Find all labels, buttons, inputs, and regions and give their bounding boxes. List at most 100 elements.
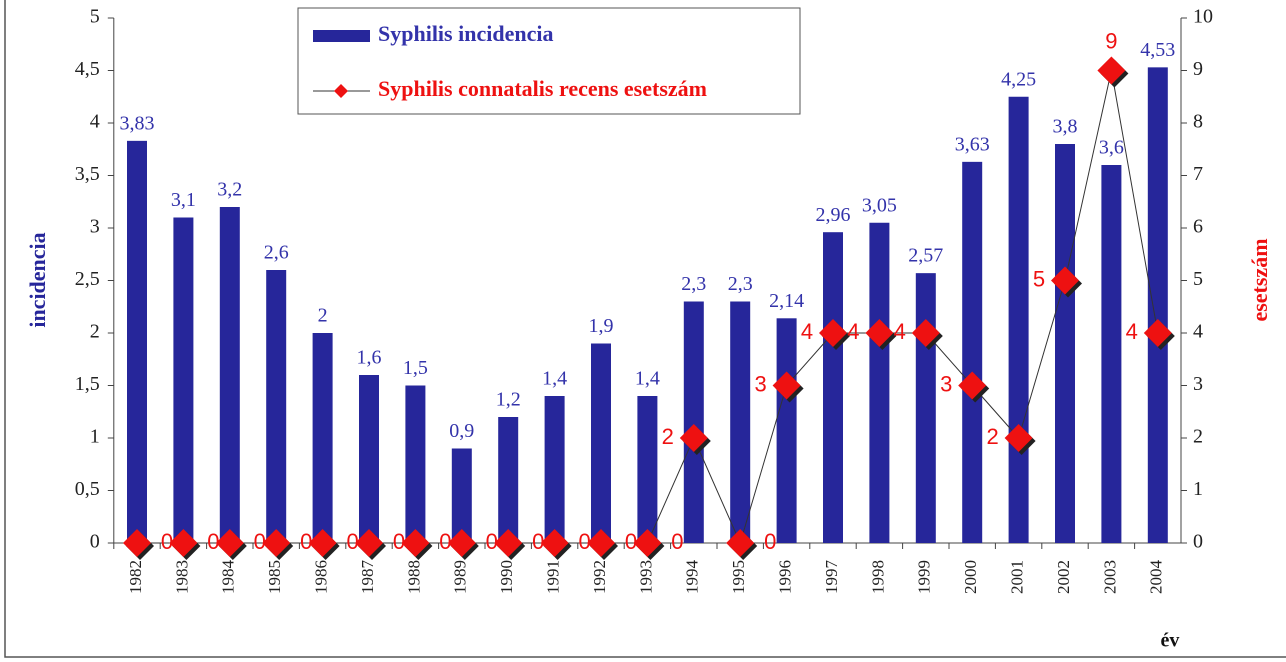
legend-marker — [334, 84, 348, 98]
marker — [494, 529, 523, 557]
bar-value-label: 3,05 — [862, 194, 897, 216]
y2-axis-label: esetszám — [1247, 238, 1272, 321]
y2-tick-label: 2 — [1193, 426, 1203, 448]
bar — [498, 417, 519, 543]
marker — [1143, 319, 1172, 347]
point-value-label: 0 — [671, 529, 683, 554]
marker — [772, 371, 801, 400]
marker — [215, 529, 244, 557]
marker — [633, 529, 662, 557]
bar — [823, 232, 843, 543]
marker — [1097, 56, 1126, 85]
marker — [540, 529, 569, 557]
bar-value-label: 3,1 — [171, 189, 196, 211]
bar-value-label: 1,2 — [496, 389, 521, 411]
bar-value-label: 3,6 — [1099, 137, 1124, 159]
bar-value-label: 4,53 — [1140, 39, 1175, 61]
y2-tick-label: 1 — [1193, 478, 1203, 500]
bar-value-label: 1,5 — [403, 357, 428, 379]
bar — [127, 140, 147, 543]
bar — [915, 273, 936, 543]
point-value-label: 0 — [300, 529, 312, 554]
bar-value-label: 2,3 — [728, 273, 753, 295]
bar — [683, 301, 704, 543]
x-tick-label: 1995 — [729, 560, 748, 594]
point-value-label: 0 — [532, 529, 544, 554]
y-tick-label: 3,5 — [75, 163, 100, 185]
point-value-label: 0 — [207, 529, 219, 554]
marker — [958, 371, 987, 400]
bar — [312, 333, 333, 543]
x-tick-label: 1997 — [822, 560, 841, 595]
x-tick-label: 1994 — [683, 560, 702, 595]
x-tick-label: 1989 — [451, 560, 470, 594]
point-value-label: 0 — [578, 529, 590, 554]
x-tick-label: 2002 — [1054, 560, 1073, 594]
bar — [544, 396, 565, 543]
y-tick-label: 0,5 — [75, 478, 100, 500]
y2-tick-label: 0 — [1193, 531, 1203, 553]
bar — [637, 396, 658, 543]
x-tick-label: 1998 — [868, 560, 887, 594]
x-tick-label: 1986 — [312, 560, 331, 594]
bar — [405, 385, 426, 543]
marker — [726, 529, 755, 557]
point-value-label: 0 — [625, 529, 637, 554]
y2-tick-label: 9 — [1193, 58, 1203, 80]
point-value-label: 0 — [764, 529, 776, 554]
x-tick-label: 1984 — [219, 560, 238, 595]
x-tick-label: 2001 — [1008, 560, 1027, 594]
point-value-label: 4 — [801, 319, 813, 344]
point-value-label: 2 — [986, 424, 998, 449]
point-value-label: 2 — [662, 424, 674, 449]
y-axis-label: incidencia — [25, 232, 50, 327]
x-tick-label: 1983 — [172, 560, 191, 594]
bar — [1101, 165, 1122, 543]
point-value-label: 5 — [1033, 266, 1045, 291]
marker — [679, 424, 708, 452]
y-tick-label: 4 — [90, 111, 100, 133]
bar — [1008, 96, 1029, 543]
bar-value-label: 2,57 — [908, 245, 943, 267]
bar-value-label: 1,6 — [357, 347, 382, 369]
point-value-label: 4 — [894, 319, 906, 344]
y2-tick-label: 4 — [1193, 321, 1203, 343]
point-value-label: 0 — [439, 529, 451, 554]
x-tick-label: 1996 — [776, 560, 795, 594]
bar-value-label: 1,9 — [589, 315, 614, 337]
x-axis-label: év — [1161, 630, 1180, 652]
bar-value-label: 0,9 — [449, 420, 474, 442]
point-value-label: 0 — [393, 529, 405, 554]
marker — [865, 319, 894, 347]
bar-value-label: 3,2 — [217, 179, 242, 201]
bar-value-label: 1,4 — [542, 368, 567, 390]
x-tick-label: 1992 — [590, 560, 609, 594]
legend-swatch — [313, 30, 370, 42]
point-value-label: 9 — [1105, 28, 1117, 53]
x-tick-label: 1993 — [636, 560, 655, 594]
marker — [1004, 424, 1033, 452]
bar — [591, 343, 611, 543]
y-tick-label: 5 — [90, 6, 100, 28]
bar-value-label: 2,3 — [681, 273, 706, 295]
bar-value-label: 1,4 — [635, 368, 660, 390]
bar — [962, 161, 983, 543]
point-value-label: 0 — [346, 529, 358, 554]
point-value-label: 0 — [486, 529, 498, 554]
point-value-label: 0 — [254, 529, 266, 554]
marker — [819, 319, 847, 347]
x-tick-label: 1999 — [915, 560, 934, 594]
y2-tick-label: 6 — [1193, 216, 1203, 238]
bar — [219, 207, 240, 543]
bar-value-label: 3,63 — [955, 133, 990, 155]
bar — [730, 301, 751, 543]
bar-value-label: 3,8 — [1053, 116, 1078, 138]
y-tick-label: 1,5 — [75, 373, 100, 395]
bar — [1055, 144, 1075, 543]
y2-tick-label: 10 — [1193, 6, 1213, 28]
marker — [123, 529, 151, 557]
y-tick-label: 1 — [90, 426, 100, 448]
bar — [776, 318, 797, 543]
bar — [173, 217, 194, 543]
y-tick-label: 2,5 — [75, 268, 100, 290]
